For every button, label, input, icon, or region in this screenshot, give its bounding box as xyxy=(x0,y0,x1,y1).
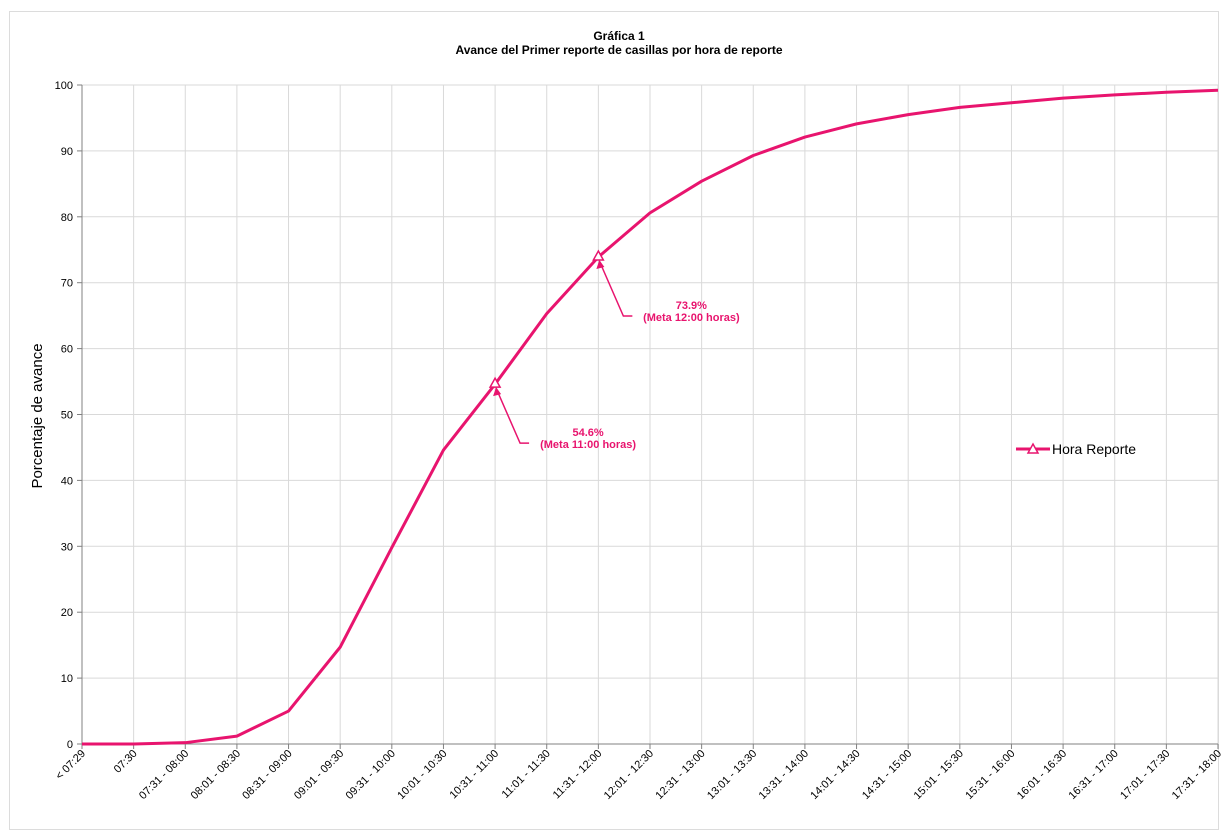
x-tick-label: 15:01 - 15:30 xyxy=(912,748,966,802)
y-tick-label: 20 xyxy=(61,607,73,619)
data-point-triangle-icon xyxy=(488,376,502,388)
x-tick-label: 12:31 - 13:00 xyxy=(653,748,707,802)
x-tick-label: 11:31 - 12:00 xyxy=(551,748,605,802)
x-tick-label: 14:01 - 14:30 xyxy=(808,748,862,802)
x-tick-label: 17:01 - 17:30 xyxy=(1118,748,1172,802)
legend-triangle-icon xyxy=(1026,442,1040,454)
data-point-triangle-icon xyxy=(592,249,605,261)
y-tick-label: 10 xyxy=(61,673,73,685)
legend-label-hora-reporte: Hora Reporte xyxy=(1052,441,1136,457)
x-tick-label: 12:01 - 12:30 xyxy=(602,748,656,802)
x-tick-label: 16:01 - 16:30 xyxy=(1015,748,1069,802)
x-tick-label: 09:01 - 09:30 xyxy=(292,748,346,802)
x-tick-label: 13:01 - 13:30 xyxy=(705,748,759,802)
series-line-hora-reporte xyxy=(82,88,1219,746)
y-tick-label: 40 xyxy=(61,475,73,487)
axes xyxy=(77,84,1219,749)
x-tick-label: 14:31 - 15:00 xyxy=(860,748,914,802)
y-tick-label: 80 xyxy=(61,212,73,224)
chart-subtitle: Avance del Primer reporte de casillas po… xyxy=(455,43,782,57)
legend: Hora Reporte xyxy=(1016,441,1136,457)
x-tick-label: 13:31 - 14:00 xyxy=(757,748,811,802)
y-tick-label: 100 xyxy=(55,80,73,92)
x-tick-label: 17:31 - 18:00 xyxy=(1170,748,1224,802)
y-tick-label: 0 xyxy=(67,739,73,751)
y-tick-label: 70 xyxy=(61,278,73,290)
series-hora-reporte xyxy=(82,88,1219,746)
x-tick-label: < 07:29 xyxy=(53,748,88,783)
x-tick-label: 07:31 - 08:00 xyxy=(137,748,191,802)
y-tick-label: 60 xyxy=(61,344,73,356)
y-axis-label: Porcentaje de avance xyxy=(29,343,46,488)
grid xyxy=(82,84,1219,744)
y-tick-label: 50 xyxy=(61,410,73,422)
annotation-meta: (Meta 11:00 horas) xyxy=(540,439,636,451)
x-tick-label: 10:01 - 10:30 xyxy=(395,748,449,802)
x-tick-label: 09:31 - 10:00 xyxy=(344,748,398,802)
annotation-meta: (Meta 12:00 horas) xyxy=(643,312,740,324)
annotation-value: 73.9% xyxy=(676,300,707,312)
annotations: 54.6%(Meta 11:00 horas) 73.9%(Meta 12:00 … xyxy=(488,249,740,451)
annotation-arrowhead xyxy=(596,259,605,269)
x-tick-label: 08:31 - 09:00 xyxy=(240,748,294,802)
y-tick-labels: 0 10 20 30 40 50 60 70 80 90 100 xyxy=(55,80,73,751)
x-tick-label: 10:31 - 11:00 xyxy=(447,748,501,802)
annotation-arrowhead xyxy=(493,387,502,397)
x-tick-label: 15:31 - 16:00 xyxy=(963,748,1017,802)
x-tick-label: 16:31 - 17:00 xyxy=(1067,748,1121,802)
x-tick-label: 08:01 - 08:30 xyxy=(189,748,243,802)
annotation-leader-line xyxy=(598,260,633,317)
annotation-leader-line xyxy=(495,387,530,444)
x-tick-label: 07:30 xyxy=(112,748,140,776)
y-tick-label: 30 xyxy=(61,541,73,553)
annotation-value: 54.6% xyxy=(572,427,603,439)
y-tick-label: 90 xyxy=(61,146,73,158)
x-tick-label: 11:01 - 11:30 xyxy=(500,748,553,801)
chart-title: Gráfica 1 xyxy=(593,29,645,43)
